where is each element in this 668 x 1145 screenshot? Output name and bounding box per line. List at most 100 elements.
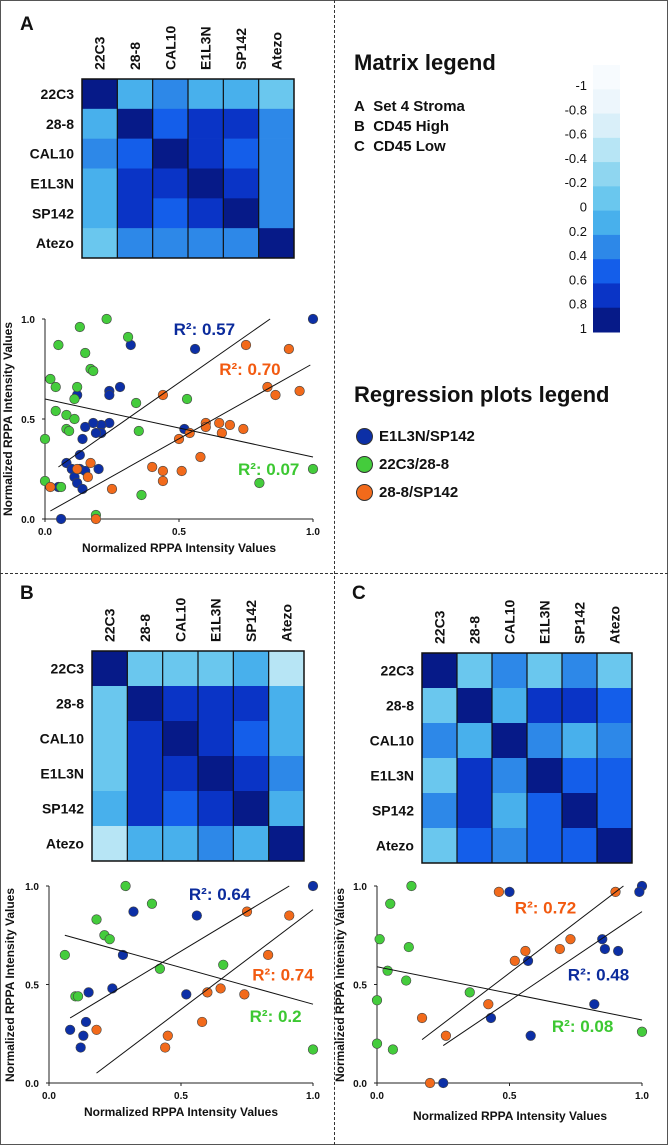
data-point [64, 425, 75, 437]
heatmap-cell [152, 108, 189, 139]
data-point [416, 1012, 428, 1024]
heatmap-border [91, 650, 305, 862]
heatmap-border [81, 78, 295, 259]
panel-label-b: B [20, 583, 34, 604]
heatmap-cell [198, 721, 234, 757]
heatmap-cell [162, 651, 199, 687]
data-point [53, 339, 64, 351]
data-point [181, 989, 192, 1000]
data-point [39, 433, 51, 445]
data-point [72, 991, 84, 1002]
heatmap-cell [188, 138, 224, 169]
heatmap-cell [422, 828, 458, 864]
data-point [59, 949, 70, 961]
data-point [215, 983, 226, 994]
y-axis-label: Normalized RPPA Intensity Values [333, 888, 347, 1082]
r-squared-label: R²: 0.72 [515, 899, 576, 918]
data-point [493, 886, 505, 898]
colorbar-band [593, 210, 620, 236]
regression-legend-item: 22C3/28-8 [356, 456, 449, 473]
row-label: 22C3 [51, 661, 85, 677]
column-label: 22C3 [432, 610, 448, 644]
r-squared-label: R²: 0.07 [238, 460, 299, 479]
heatmap-cell [188, 79, 224, 110]
r-squared-label: R²: 0.48 [568, 966, 629, 985]
data-point [218, 959, 229, 970]
heatmap-cell [527, 828, 563, 864]
series-e1l3n-sp142 [438, 880, 648, 1089]
row-label: 28-8 [386, 698, 414, 714]
heatmap-cell [457, 723, 493, 759]
heatmap-cell [268, 756, 305, 792]
data-point [157, 475, 169, 487]
data-point [88, 365, 99, 377]
heatmap-cell [492, 653, 528, 689]
heatmap-cell [597, 688, 633, 724]
data-point [107, 983, 118, 994]
colorbar-band [593, 234, 620, 260]
heatmap-cell [562, 828, 598, 864]
heatmap-cell [457, 793, 493, 829]
regression-line [58, 318, 271, 468]
data-point [189, 343, 201, 355]
column-label: SP142 [572, 602, 588, 644]
heatmap-cell [152, 168, 189, 199]
row-label: SP142 [32, 205, 74, 221]
data-point [101, 313, 112, 325]
column-label: SP142 [233, 28, 249, 70]
data-point [385, 898, 396, 909]
colorbar-tick-label: -1 [575, 78, 587, 93]
y-tick-label: 0.5 [353, 981, 367, 992]
data-point [147, 461, 158, 473]
colorbar-tick-label: 0.4 [569, 248, 587, 263]
x-tick-label: 0.0 [38, 527, 52, 538]
data-point [83, 987, 94, 998]
column-label: E1L3N [198, 26, 214, 70]
data-point [485, 1012, 497, 1024]
heatmap-cell [492, 723, 528, 759]
row-label: SP142 [42, 801, 84, 817]
heatmap-cell [233, 791, 269, 827]
heatmap-cell [258, 198, 295, 229]
data-point [270, 389, 281, 401]
data-point [85, 457, 96, 469]
data-point [131, 397, 142, 409]
heatmap-cell [233, 756, 269, 792]
legend-label: CD45 High [373, 118, 450, 135]
row-label: 28-8 [46, 116, 74, 132]
data-point [216, 427, 227, 439]
heatmap-cell [457, 828, 493, 864]
heatmap-cell [597, 653, 633, 689]
colorbar-band [593, 137, 620, 163]
heatmap-cell [233, 721, 269, 757]
data-point [371, 1038, 383, 1049]
column-label: Atezo [268, 32, 284, 70]
data-point [50, 405, 61, 417]
r-squared-label: R²: 0.08 [552, 1017, 613, 1036]
y-axis-label: Normalized RPPA Intensity Values [1, 322, 15, 516]
colorbar: -1 -0.8 -0.6 -0.4 -0.2 0 0.2 0.4 0.6 0.8 1 [565, 65, 620, 336]
data-point [82, 471, 93, 483]
regression-line [44, 398, 314, 458]
x-tick-label: 1.0 [635, 1091, 649, 1102]
data-point [438, 1077, 449, 1089]
data-point [509, 955, 520, 966]
data-point [75, 1042, 86, 1053]
colorbar-tick-label: 0.2 [569, 224, 587, 239]
column-label: CAL10 [162, 25, 178, 70]
column-label: E1L3N [537, 600, 553, 644]
data-point [88, 417, 99, 429]
a-scatter: 0.0 0.5 1.0 0.0 0.5 1.0 Normalized RPPA Intens… [1, 313, 320, 555]
y-tick-label: 1.0 [21, 315, 35, 326]
colorbar-tick-label: 0 [580, 200, 587, 215]
heatmap-cell [233, 686, 269, 722]
heatmap-cell [152, 138, 189, 169]
data-point [80, 347, 91, 359]
heatmap-cell [422, 758, 458, 794]
heatmap-cell [258, 79, 295, 110]
heatmap-cell [82, 168, 118, 199]
data-point [202, 987, 213, 998]
data-point [91, 914, 102, 925]
data-point [263, 949, 274, 961]
legend-label: Set 4 Stroma [373, 98, 465, 115]
